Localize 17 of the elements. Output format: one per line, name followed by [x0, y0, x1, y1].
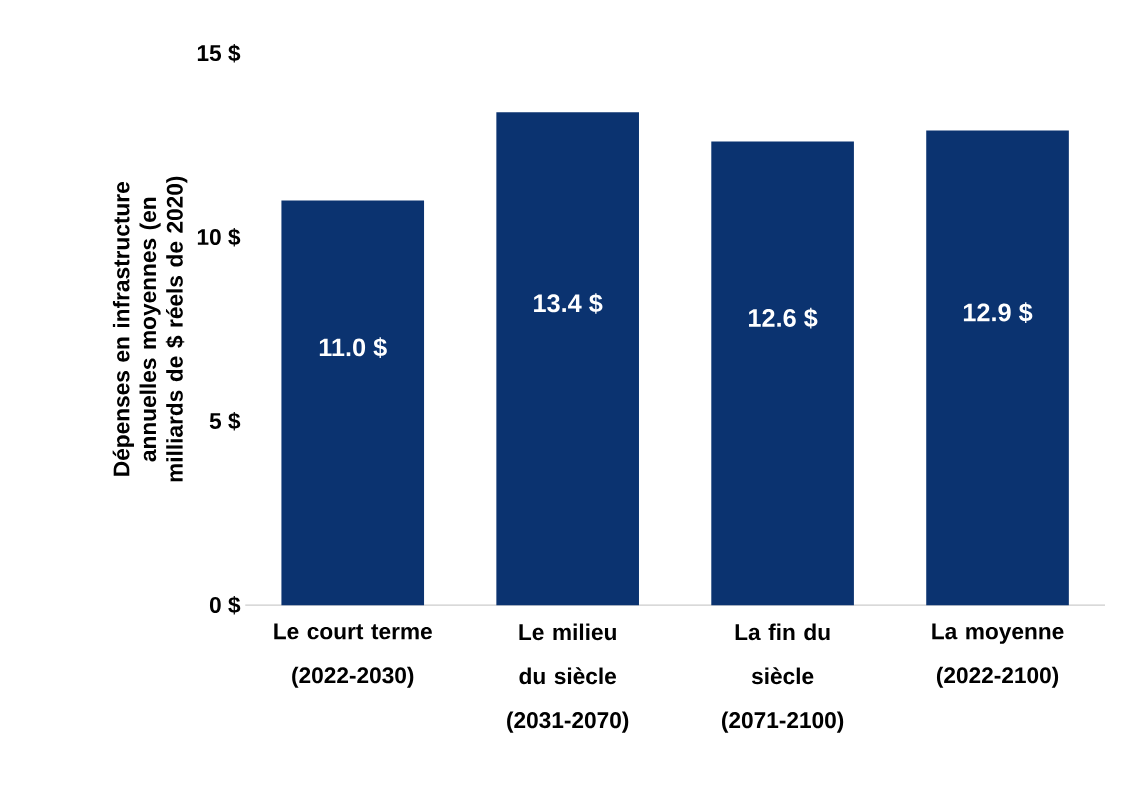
category-label: La fin du siècle (2071-2100) — [722, 623, 844, 733]
data-label: 13.4 $ — [534, 293, 603, 314]
y-tick-label: 5 $ — [209, 411, 241, 431]
data-label: 12.9 $ — [963, 302, 1033, 323]
category-label: Le milieu du siècle (2031-2070) — [507, 623, 629, 733]
bar — [281, 200, 425, 606]
bar — [926, 130, 1069, 606]
category-label: Le court terme (2022-2030) — [274, 623, 432, 688]
y-tick-label: 0 $ — [209, 595, 241, 615]
y-tick-label: 15 $ — [197, 44, 241, 63]
y-tick-label: 10 $ — [197, 227, 241, 247]
y-axis-title: Dépenses en infrastructure annuelles moyennes (en milliards de $ réels de 2020) — [112, 176, 188, 482]
bar — [496, 112, 639, 606]
data-label: 11.0 $ — [319, 337, 387, 358]
bar — [711, 141, 854, 606]
data-label: 12.6 $ — [748, 307, 818, 329]
x-tick-label: La moyenne (2022-2100) — [932, 623, 1064, 688]
